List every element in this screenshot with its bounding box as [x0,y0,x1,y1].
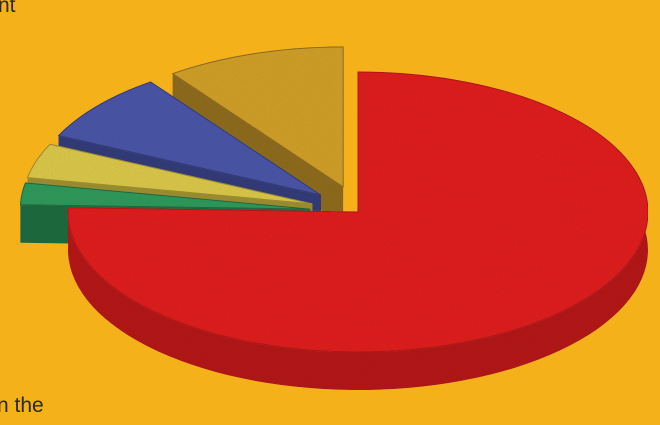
text-fragment-top: nt [0,0,16,17]
text-fragment-bottom: n the [0,394,44,417]
pie-slice-1 [19,182,311,210]
pie-slice-3 [57,81,322,196]
pie-slice-2 [26,143,313,205]
pie-slice-4 [171,46,344,188]
pie-slice-0 [67,71,649,353]
